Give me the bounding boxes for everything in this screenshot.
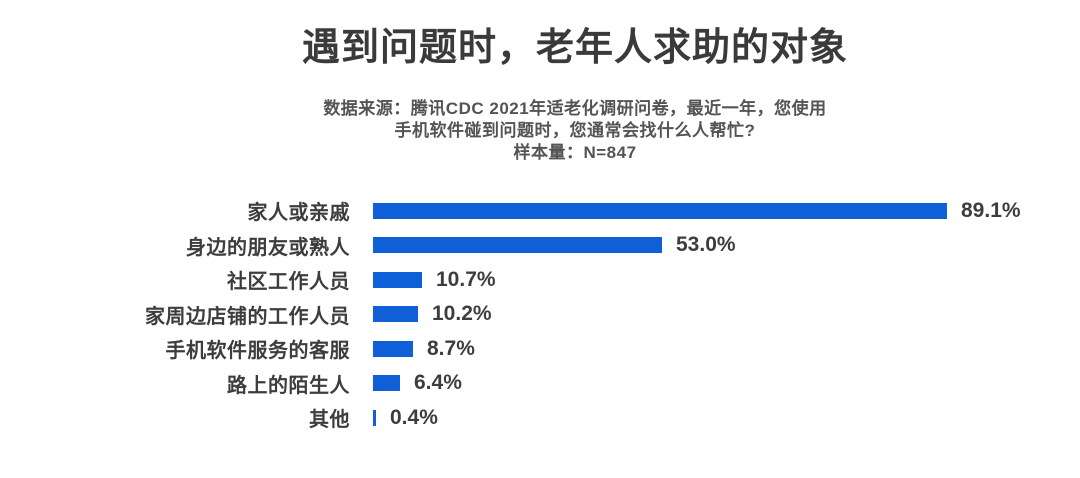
bar-row: 其他 0.4% [0,401,1080,436]
subtitle-line-3: 样本量：N=847 [513,142,637,162]
bar-track: 53.0% [373,233,1080,257]
bar-row: 社区工作人员 10.7% [0,263,1080,298]
category-label: 身边的朋友或熟人 [186,236,350,259]
bar-track: 0.4% [373,406,1080,430]
category-label: 手机软件服务的客服 [165,340,350,363]
value-label: 10.7% [436,267,496,291]
category-label: 社区工作人员 [227,271,350,294]
category-label: 家周边店铺的工作人员 [145,305,350,328]
chart-header: 遇到问题时，老年人求助的对象 数据来源：腾讯CDC 2021年适老化调研问卷，最… [70,0,1080,164]
bar [373,271,422,288]
category-label: 路上的陌生人 [227,374,350,397]
bar [373,202,947,219]
bar-track: 10.7% [373,268,1080,292]
chart-title: 遇到问题时，老年人求助的对象 [301,27,848,69]
bar-track: 89.1% [373,199,1080,223]
bar-track: 8.7% [373,337,1080,361]
value-label: 0.4% [390,405,438,429]
chart-subtitle: 数据来源：腾讯CDC 2021年适老化调研问卷，最近一年，您使用 手机软件碰到问… [70,98,1080,164]
value-label: 89.1% [961,198,1021,222]
bar-row: 手机软件服务的客服 8.7% [0,332,1080,367]
bar-row: 身边的朋友或熟人 53.0% [0,228,1080,263]
category-label: 家人或亲戚 [247,202,350,225]
bar-track: 10.2% [373,302,1080,326]
subtitle-line-1: 数据来源：腾讯CDC 2021年适老化调研问卷，最近一年，您使用 [323,98,827,118]
bar [373,409,376,426]
value-label: 53.0% [676,233,736,257]
subtitle-line-2: 手机软件碰到问题时，您通常会找什么人帮忙? [394,120,756,140]
bar-row: 家人或亲戚 89.1% [0,194,1080,229]
bar-chart: 家人或亲戚 89.1% 身边的朋友或熟人 53.0% 社区工作人员 10.7% … [0,194,1080,436]
bar [373,375,400,392]
bar [373,237,662,254]
bar-row: 路上的陌生人 6.4% [0,366,1080,401]
value-label: 10.2% [432,302,492,326]
value-label: 8.7% [427,336,475,360]
bar-row: 家周边店铺的工作人员 10.2% [0,297,1080,332]
bar [373,340,413,357]
bar [373,306,418,323]
bar-track: 6.4% [373,371,1080,395]
category-label: 其他 [309,409,350,432]
value-label: 6.4% [414,371,462,395]
